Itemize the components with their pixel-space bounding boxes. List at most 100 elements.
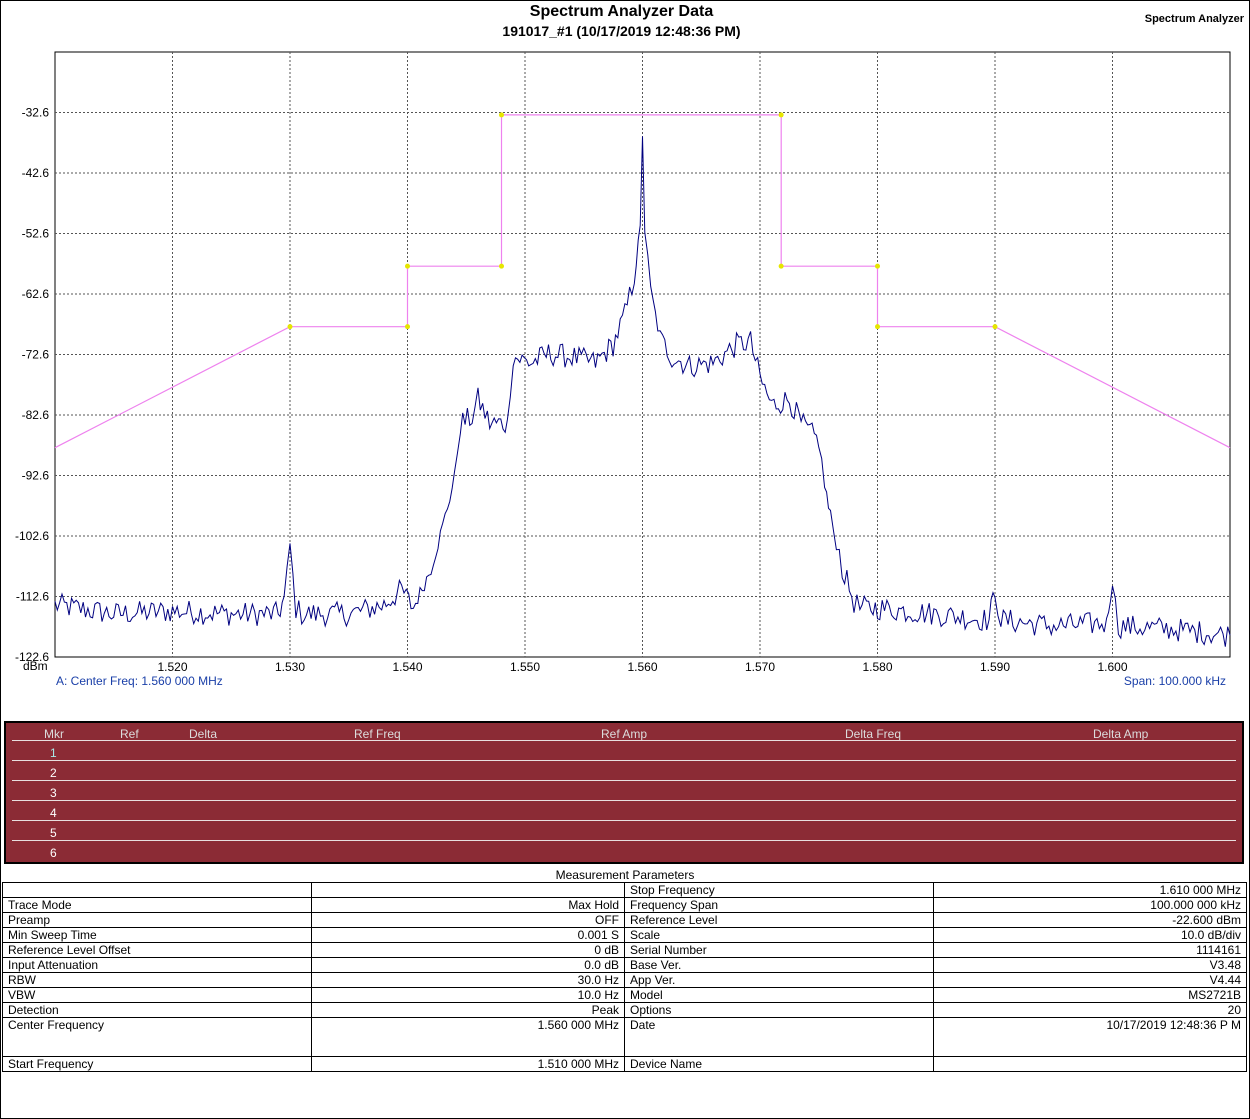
param-value: 100.000 000 kHz [933, 897, 1247, 913]
x-tick-label: 1.550 [510, 660, 540, 674]
param-row: Center Frequency 1.560 000 MHz Date 10/17/2… [2, 1017, 1247, 1057]
param-value: OFF [311, 912, 625, 928]
param-row: Min Sweep Time 0.001 S Scale 10.0 dB/div [2, 927, 1247, 943]
param-value: 0 dB [311, 942, 625, 958]
param-value: 0.0 dB [311, 957, 625, 973]
param-value: -22.600 dBm [933, 912, 1247, 928]
marker-row-divider [12, 840, 1236, 841]
param-row: VBW 10.0 Hz Model MS2721B [2, 987, 1247, 1003]
param-label: Detection [2, 1002, 312, 1018]
param-value: 10.0 Hz [311, 987, 625, 1003]
param-row: RBW 30.0 Hz App Ver. V4.44 [2, 972, 1247, 988]
param-row: Stop Frequency 1.610 000 MHz [2, 882, 1247, 898]
marker-row-6[interactable]: 6 [50, 846, 57, 860]
param-value: 10/17/2019 12:48:36 P M [933, 1017, 1247, 1057]
x-tick-label: 1.540 [392, 660, 422, 674]
param-label: Device Name [624, 1056, 934, 1072]
y-tick-label: -52.6 [22, 227, 50, 241]
param-label: Frequency Span [624, 897, 934, 913]
param-label [2, 882, 312, 898]
x-tick-label: 1.580 [862, 660, 892, 674]
marker-header-delta: Delta [189, 727, 218, 741]
marker-header-ref-amp: Ref Amp [601, 727, 648, 741]
param-value [933, 1056, 1247, 1072]
marker-row-3[interactable]: 3 [50, 786, 57, 800]
param-label: Center Frequency [2, 1017, 312, 1057]
limit-point [499, 263, 504, 269]
x-tick-label: 1.520 [157, 660, 187, 674]
y-tick-label: -82.6 [22, 408, 50, 422]
param-label: Stop Frequency [624, 882, 934, 898]
measurement-parameters-table: Stop Frequency 1.610 000 MHz Trace Mode Max… [2, 882, 1247, 1072]
marker-row-2[interactable]: 2 [50, 766, 57, 780]
y-tick-label: -92.6 [22, 469, 50, 483]
marker-row-1[interactable]: 1 [50, 746, 57, 760]
x-tick-label: 1.590 [980, 660, 1010, 674]
param-value: 0.001 S [311, 927, 625, 943]
param-value [311, 882, 625, 898]
param-row: Input Attenuation 0.0 dB Base Ver. V3.48 [2, 957, 1247, 973]
limit-line [54, 114, 1231, 449]
marker-row-divider [12, 800, 1236, 801]
param-label: Base Ver. [624, 957, 934, 973]
limit-point [287, 324, 293, 330]
limit-point [499, 112, 504, 118]
app-label: Spectrum Analyzer [1144, 13, 1244, 25]
marker-header-delta-freq: Delta Freq [845, 727, 902, 741]
limit-point [405, 324, 410, 330]
param-label: Model [624, 987, 934, 1003]
param-row: Detection Peak Options 20 [2, 1002, 1247, 1018]
limit-point [778, 263, 784, 269]
param-label: VBW [2, 987, 312, 1003]
marker-header-ref-freq: Ref Freq [354, 727, 401, 741]
param-value: 1.560 000 MHz [311, 1017, 625, 1057]
center-freq-label: A: Center Freq: 1.560 000 MHz [56, 674, 223, 688]
marker-row-divider [12, 820, 1236, 821]
measurement-parameters-title: Measurement Parameters [555, 868, 695, 882]
param-value: 20 [933, 1002, 1247, 1018]
param-label: Reference Level Offset [2, 942, 312, 958]
param-value: 1114161 [933, 942, 1247, 958]
spectrum-trace [54, 136, 1231, 647]
marker-row-divider [12, 740, 1236, 741]
chart-subtitle: 191017_#1 (10/17/2019 12:48:36 PM) [502, 23, 741, 39]
marker-header-mkr: Mkr [44, 727, 64, 741]
y-tick-label: -102.6 [15, 529, 49, 543]
param-row: Trace Mode Max Hold Frequency Span 100.000 … [2, 897, 1247, 913]
param-label: Date [624, 1017, 934, 1057]
param-label: Trace Mode [2, 897, 312, 913]
param-value: 10.0 dB/div [933, 927, 1247, 943]
limit-point [778, 112, 784, 118]
param-row: Start Frequency 1.510 000 MHz Device Name [2, 1056, 1247, 1072]
span-label: Span: 100.000 kHz [1123, 674, 1226, 688]
marker-row-4[interactable]: 4 [50, 806, 57, 820]
param-label: Start Frequency [2, 1056, 312, 1072]
marker-row-divider [12, 760, 1236, 761]
y-tick-label: -42.6 [22, 166, 50, 180]
limit-point [875, 324, 880, 330]
param-value: V4.44 [933, 972, 1247, 988]
y-tick-label: -122.6 [15, 650, 49, 664]
param-label: Serial Number [624, 942, 934, 958]
x-tick-label: 1.600 [1097, 660, 1127, 674]
x-tick-label: 1.560 [627, 660, 657, 674]
y-tick-label: -112.6 [16, 590, 49, 604]
param-value: 30.0 Hz [311, 972, 625, 988]
marker-header-delta-amp: Delta Amp [1093, 727, 1149, 741]
y-tick-label: -32.6 [22, 106, 50, 120]
param-label: Reference Level [624, 912, 934, 928]
marker-header-ref: Ref [120, 727, 139, 741]
param-label: Preamp [2, 912, 312, 928]
param-label: Options [624, 1002, 934, 1018]
marker-table: Mkr Ref Delta Ref Freq Ref Amp Delta Fre… [4, 721, 1244, 864]
param-value: V3.48 [933, 957, 1247, 973]
param-value: 1.510 000 MHz [311, 1056, 625, 1072]
marker-row-5[interactable]: 5 [50, 826, 57, 840]
y-axis-label: dBm [23, 659, 48, 673]
param-row: Reference Level Offset 0 dB Serial Number 1… [2, 942, 1247, 958]
chart-title: Spectrum Analyzer Data [529, 3, 714, 20]
y-tick-label: -62.6 [22, 287, 50, 301]
param-label: Min Sweep Time [2, 927, 312, 943]
x-tick-label: 1.530 [275, 660, 305, 674]
marker-row-divider [12, 780, 1236, 781]
